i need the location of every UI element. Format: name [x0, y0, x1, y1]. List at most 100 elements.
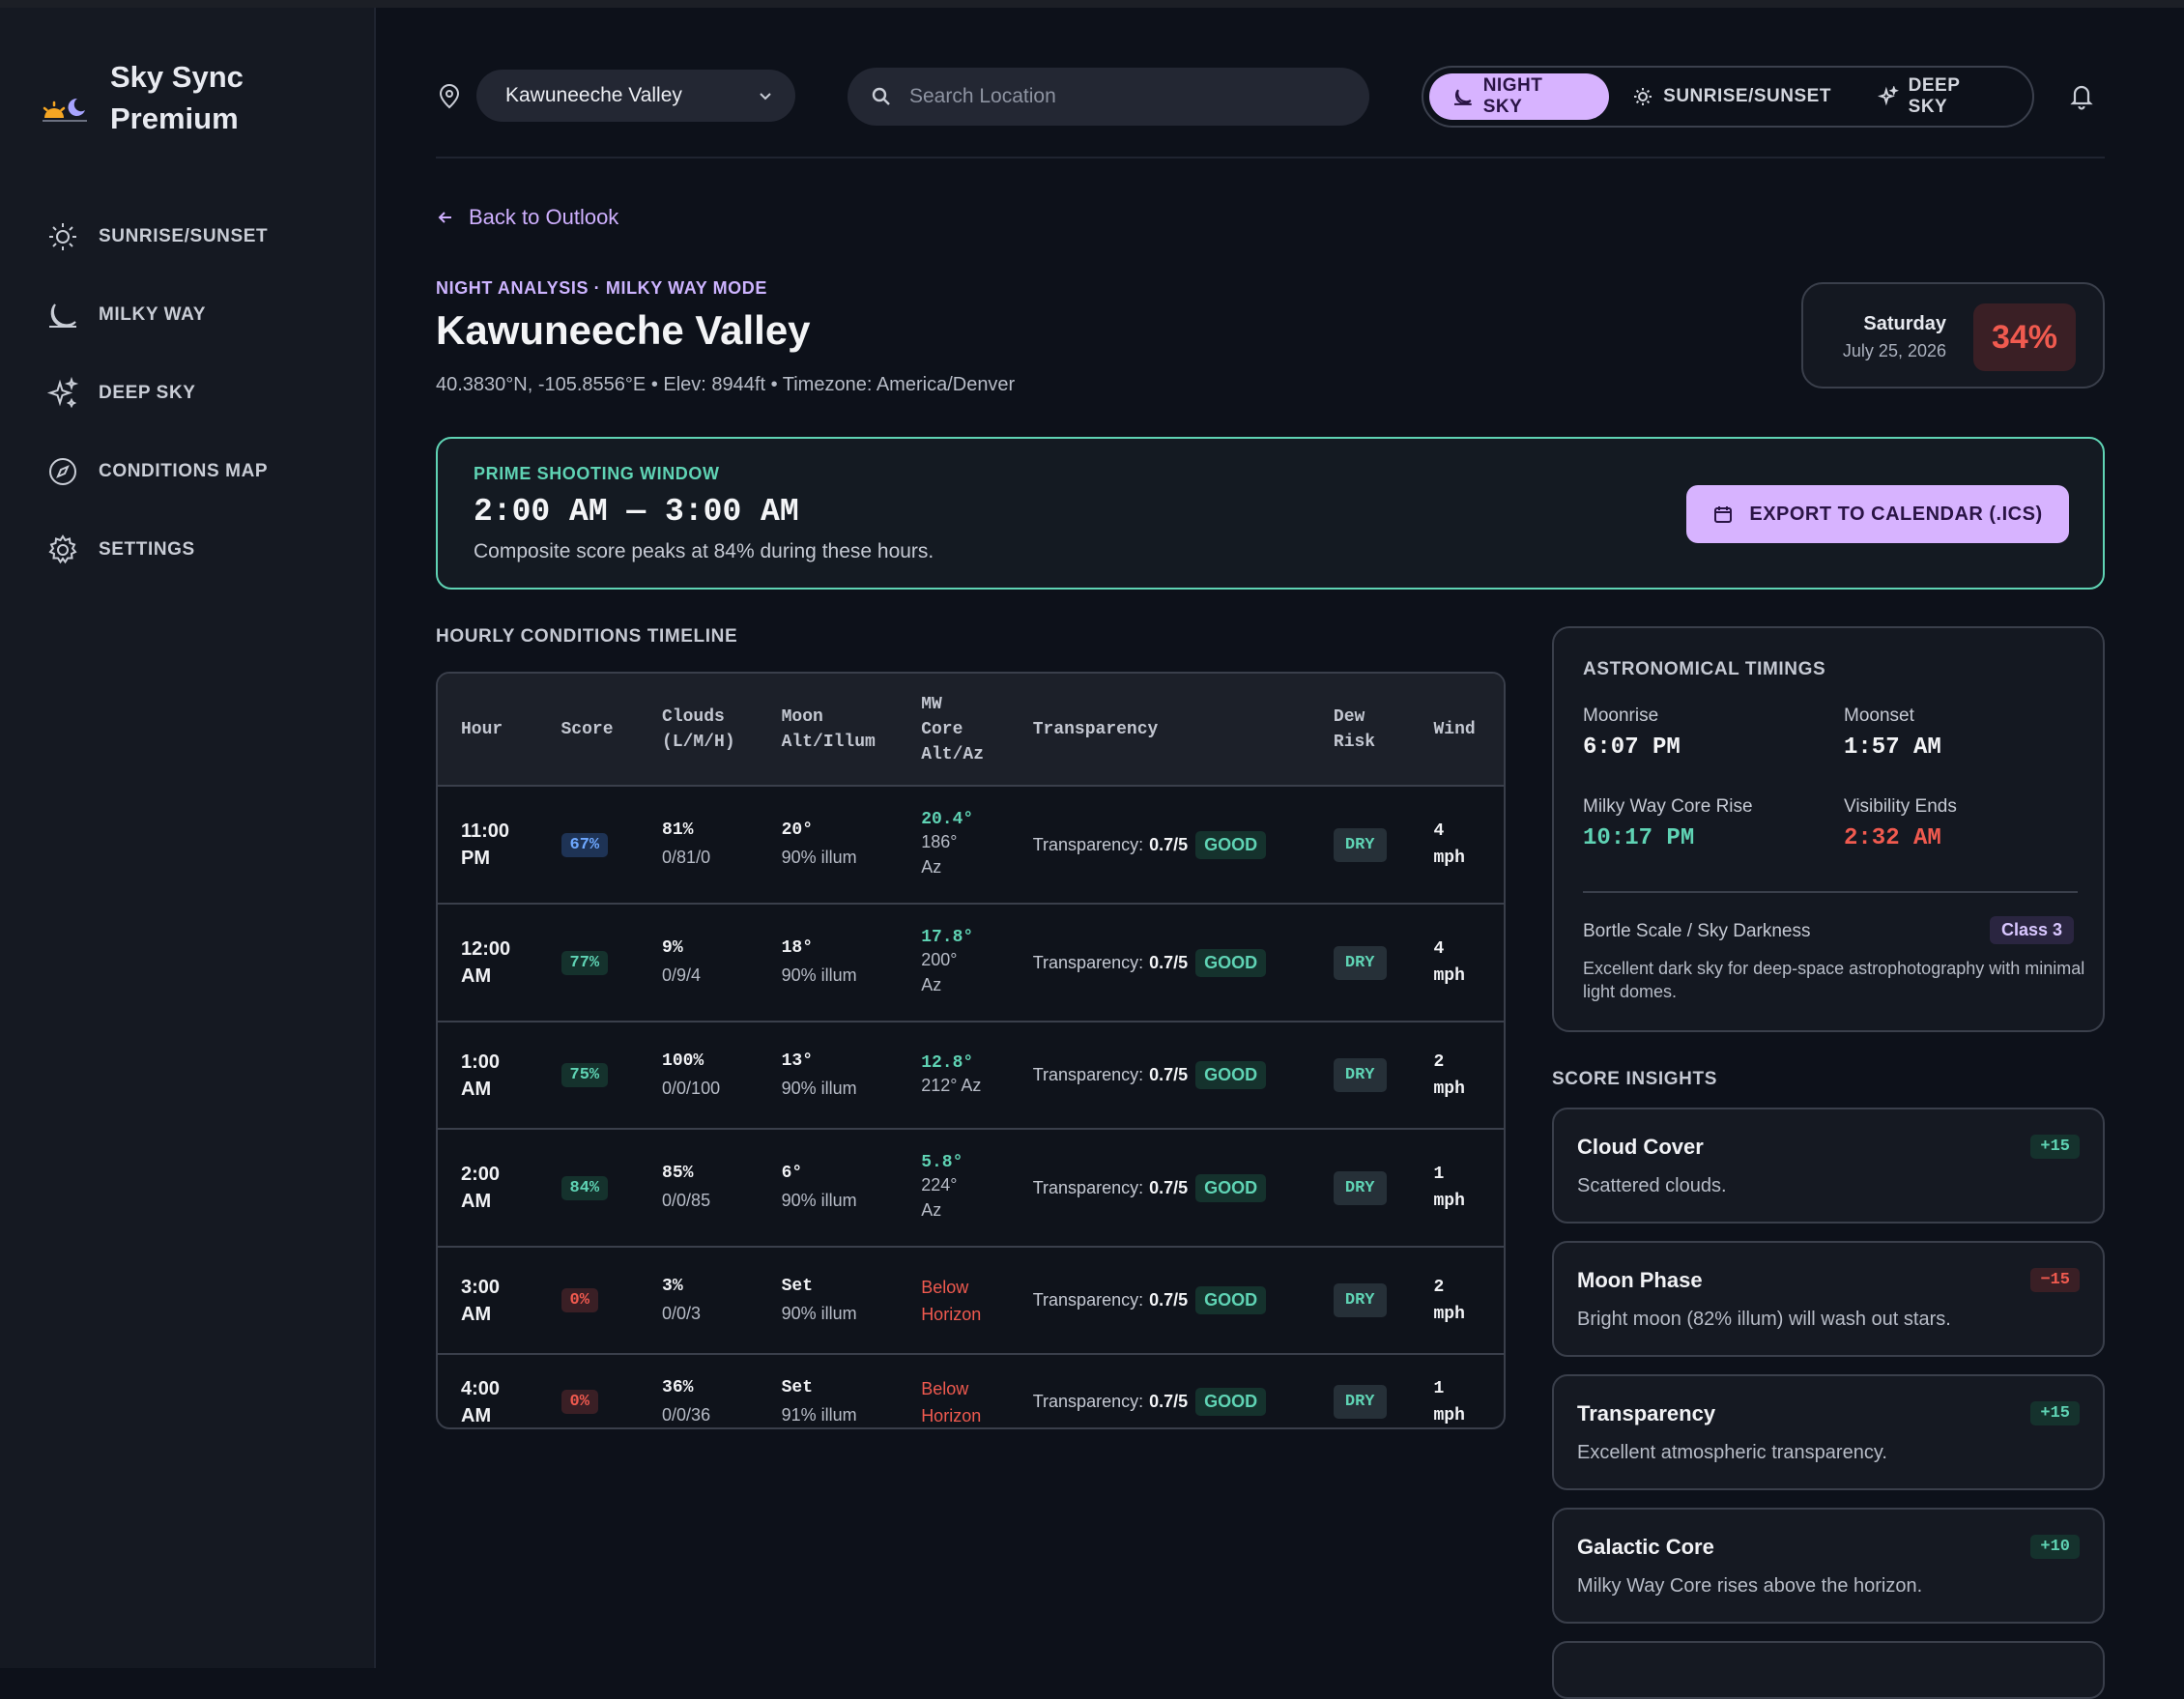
dew-risk-badge: DRY [1333, 1058, 1387, 1092]
clouds-detail: 0/81/0 [662, 848, 711, 867]
mode-sunrise-sunset[interactable]: SUNRISE/SUNSET [1609, 73, 1854, 120]
bortle-label: Bortle Scale / Sky Darkness [1583, 921, 1811, 941]
hourly-timeline-table: Hour Score Clouds (L/M/H) Moon Alt/Illum M… [436, 672, 1506, 1429]
insight-delta-badge: +15 [2030, 1135, 2080, 1159]
table-row[interactable]: 1:00 AM 75% 100% 0/0/100 13° 90% illum 12.8… [438, 1022, 1504, 1130]
prime-window-label: PRIME SHOOTING WINDOW [474, 464, 720, 483]
clouds-total: 9% [662, 938, 683, 958]
moon-alt: 6° [781, 1164, 803, 1183]
date-day: Saturday [1863, 313, 1946, 334]
table-row[interactable]: 12:00 AM 77% 9% 0/9/4 18° 90% illum 17.8° 20… [438, 904, 1504, 1022]
mw-core-az: 186° Az [921, 832, 958, 877]
location-select[interactable]: Kawuneeche Valley [476, 70, 795, 122]
search-input[interactable] [909, 85, 1354, 108]
col-moon[interactable]: Moon Alt/Illum [758, 674, 899, 787]
wind-cell: 1 mph [1433, 1165, 1465, 1211]
insight-card-moon-phase[interactable]: Moon Phase Bright moon (82% illum) will … [1552, 1241, 2105, 1357]
insight-delta-badge: +15 [2030, 1401, 2080, 1425]
prime-window-time: 2:00 AM — 3:00 AM [474, 494, 799, 530]
moon-icon [49, 302, 76, 328]
moon-alt: 20° [781, 821, 814, 840]
col-transparency[interactable]: Transparency [1009, 674, 1310, 787]
col-score[interactable]: Score [537, 674, 640, 787]
moon-alt: 13° [781, 1051, 814, 1071]
mode-night-sky[interactable]: NIGHT SKY [1429, 73, 1610, 120]
sidebar-item-conditions-map[interactable]: CONDITIONS MAP [46, 432, 268, 510]
wind-cell: 4 mph [1433, 821, 1465, 868]
sidebar-item-milky-way[interactable]: MILKY WAY [46, 275, 268, 354]
insights-section-label: SCORE INSIGHTS [1552, 1069, 1717, 1089]
clouds-detail: 0/0/85 [662, 1191, 711, 1210]
insight-card-transparency[interactable]: Transparency Excellent atmospheric trans… [1552, 1374, 2105, 1490]
transparency-cell: Transparency: 0.7/5 GOOD [1033, 830, 1267, 859]
clouds-total: 81% [662, 821, 694, 840]
export-label: EXPORT TO CALENDAR (.ICS) [1749, 503, 2043, 525]
logo-icon [43, 98, 87, 122]
transparency-cell: Transparency: 0.7/5 GOOD [1033, 1173, 1267, 1202]
col-wind[interactable]: Wind [1410, 674, 1504, 787]
moon-illum: 91% illum [781, 1404, 857, 1425]
sidebar-item-label: DEEP SKY [99, 382, 196, 403]
dew-risk-badge: DRY [1333, 827, 1387, 862]
table-row[interactable]: 3:00 AM 0% 3% 0/0/3 Set 90% illum Below Hori… [438, 1247, 1504, 1355]
score-badge: 75% [560, 1063, 609, 1087]
dew-risk-badge: DRY [1333, 1385, 1387, 1419]
moon-alt: Set [781, 1276, 814, 1296]
hour-cell: 4:00 AM [461, 1377, 501, 1426]
location-coordinates: 40.3830°N, -105.8556°E • Elev: 8944ft • … [436, 374, 1016, 395]
insight-card-partial[interactable] [1552, 1641, 2105, 1699]
brand[interactable]: Sky Sync Premium [41, 56, 274, 139]
sidebar-nav: SUNRISE/SUNSET MILKY WAY DEEP SKY CONDIT… [46, 197, 268, 589]
sidebar-item-deep-sky[interactable]: DEEP SKY [46, 354, 268, 432]
search-box[interactable] [848, 68, 1369, 126]
sidebar-item-label: SETTINGS [99, 538, 195, 560]
insight-card-galactic-core[interactable]: Galactic Core Milky Way Core rises above… [1552, 1508, 2105, 1624]
mode-deep-sky[interactable]: DEEP SKY [1854, 73, 2026, 120]
insight-card-cloud-cover[interactable]: Cloud Cover Scattered clouds. +15 [1552, 1108, 2105, 1224]
col-hour[interactable]: Hour [438, 674, 538, 787]
compass-icon [49, 457, 76, 485]
hour-cell: 1:00 AM [461, 1051, 501, 1100]
table-row[interactable]: 11:00 PM 67% 81% 0/81/0 20° 90% illum 20.4°… [438, 786, 1504, 905]
mw-core-alt: 5.8° [921, 1153, 963, 1172]
col-dew-risk[interactable]: Dew Risk [1309, 674, 1411, 787]
mode-label: NIGHT SKY [1482, 75, 1543, 117]
col-clouds[interactable]: Clouds (L/M/H) [639, 674, 759, 787]
table-row[interactable]: 2:00 AM 84% 85% 0/0/85 6° 90% illum 5.8° 224… [438, 1129, 1504, 1248]
table-row[interactable]: 4:00 AM 0% 36% 0/0/36 Set 91% illum Below Ho… [438, 1354, 1504, 1427]
astronomical-timings-card: ASTRONOMICAL TIMINGS Moonrise 6:07 PM Mo… [1552, 626, 2105, 1032]
wind-cell: 1 mph [1433, 1378, 1465, 1425]
notification-bell-icon[interactable] [2067, 81, 2096, 110]
transparency-rating: GOOD [1195, 1388, 1267, 1416]
transparency-cell: Transparency: 0.7/5 GOOD [1033, 1286, 1267, 1314]
moon-illum: 90% illum [781, 848, 857, 867]
astro-title: ASTRONOMICAL TIMINGS [1583, 659, 1826, 679]
mw-core-az: 224° Az [921, 1175, 958, 1220]
mode-toggle-group: NIGHT SKY SUNRISE/SUNSET DEEP SKY [1422, 66, 2034, 128]
moon-illum: 90% illum [781, 1191, 857, 1210]
export-calendar-button[interactable]: EXPORT TO CALENDAR (.ICS) [1686, 485, 2069, 543]
moon-alt: Set [781, 1377, 814, 1397]
back-label: Back to Outlook [469, 205, 619, 229]
app-name: Sky Sync Premium [110, 60, 244, 135]
sun-icon [49, 222, 76, 250]
transparency-cell: Transparency: 0.7/5 GOOD [1033, 1388, 1267, 1416]
visibility-ends-item: Visibility Ends 2:32 AM [1844, 796, 1957, 851]
back-to-outlook-link[interactable]: Back to Outlook [436, 205, 618, 230]
sidebar-item-settings[interactable]: SETTINGS [46, 510, 268, 589]
moonrise-value: 6:07 PM [1583, 734, 1681, 761]
mw-core-alt: 12.8° [921, 1052, 974, 1073]
table-header-row: Hour Score Clouds (L/M/H) Moon Alt/Illum M… [438, 674, 1504, 787]
insight-delta-badge: +10 [2030, 1535, 2080, 1559]
mw-below-horizon: Below Horizon [921, 1277, 982, 1324]
clouds-total: 100% [662, 1051, 704, 1071]
col-mw-core[interactable]: MW Core Alt/Az [898, 674, 1010, 787]
mode-label: SUNRISE/SUNSET [1663, 86, 1831, 106]
calendar-icon [1714, 506, 1733, 523]
hour-cell: 3:00 AM [461, 1276, 501, 1325]
sidebar-item-sunrise-sunset[interactable]: SUNRISE/SUNSET [46, 197, 268, 275]
dew-risk-badge: DRY [1333, 945, 1387, 980]
chevron-down-icon [760, 93, 771, 101]
prime-window-card: PRIME SHOOTING WINDOW 2:00 AM — 3:00 AM … [436, 437, 2105, 590]
search-icon [872, 87, 890, 105]
